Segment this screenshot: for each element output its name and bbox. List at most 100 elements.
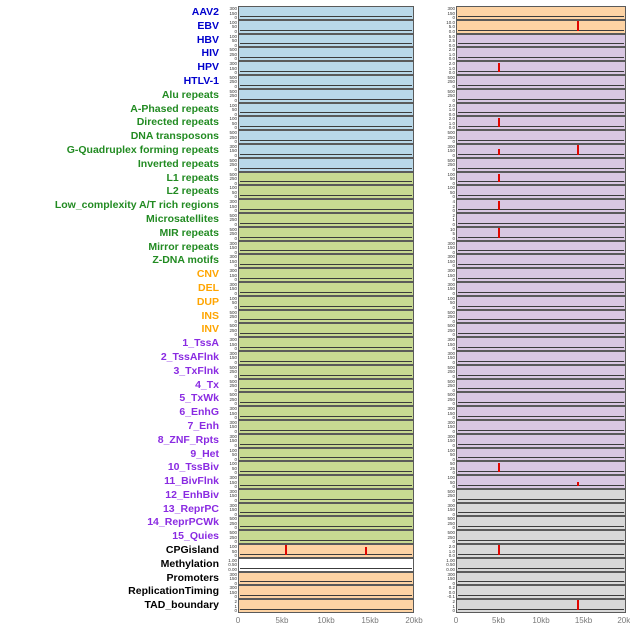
signal-spike (576, 145, 579, 155)
y-tick-label: 0 (234, 70, 237, 76)
right-profile-panel (456, 364, 626, 379)
y-tick-label: 2.0 (448, 61, 455, 67)
y-tick-label: 0.0 (448, 553, 455, 559)
y-tick-label: 150 (229, 507, 237, 513)
y-tick-label: 0 (234, 373, 237, 379)
right-y-axis-ticks: 2.0 1.0 0.0 (430, 103, 456, 117)
right-y-axis-ticks: 10.0 5.0 0.0 (430, 20, 456, 34)
signal-baseline (240, 471, 412, 473)
feature-row: AAV2 300 150 0 300 150 0 (0, 6, 630, 20)
y-tick-label: 0 (452, 401, 455, 407)
y-tick-label: 0 (234, 456, 237, 462)
y-tick-label: 0 (234, 56, 237, 62)
signal-baseline (240, 443, 412, 445)
signal-baseline (458, 98, 624, 100)
y-tick-label: 0 (234, 249, 237, 255)
y-tick-label: 250 (229, 383, 237, 389)
y-tick-label: 500 (447, 378, 455, 384)
signal-baseline (240, 57, 412, 59)
feature-row: HTLV-1 500 250 0 500 250 0 (0, 74, 630, 89)
right-profile-panel (456, 488, 626, 503)
feature-row: Promoters 300 150 0 300 150 0 (0, 571, 630, 586)
row-label: 7_Enh (187, 419, 219, 432)
y-tick-label: 0 (452, 152, 455, 158)
y-tick-label: 250 (447, 134, 455, 140)
y-tick-label: 300 (447, 502, 455, 508)
signal-baseline (240, 195, 412, 197)
right-profile-panel (456, 350, 626, 365)
signal-baseline (458, 277, 624, 279)
y-tick-label: 100 (229, 544, 237, 550)
signal-baseline (458, 581, 624, 583)
x-tick-label: 0 (453, 616, 459, 626)
signal-baseline (458, 305, 624, 307)
y-tick-label: 150 (229, 148, 237, 154)
left-profile-panel (238, 143, 414, 158)
signal-baseline (240, 98, 412, 100)
y-tick-label: 500 (229, 364, 237, 370)
signal-spike (498, 200, 500, 210)
y-tick-label: 500 (229, 157, 237, 163)
row-label: AAV2 (191, 6, 219, 18)
y-tick-label: 2.5 (448, 38, 455, 44)
row-label: L1 repeats (166, 171, 219, 184)
y-tick-label: 0 (452, 249, 455, 255)
signal-baseline (240, 526, 412, 528)
y-tick-label: 150 (229, 576, 237, 582)
signal-baseline (240, 15, 412, 17)
y-tick-label: 0 (234, 263, 237, 269)
feature-row: MIR repeats 500 250 0 10 5 0 (0, 226, 630, 241)
y-tick-label: 0 (452, 180, 455, 186)
y-tick-label: 0.0 (448, 589, 455, 595)
row-label: HBV (196, 33, 219, 46)
y-tick-label: 250 (447, 369, 455, 375)
y-tick-label: 250 (229, 231, 237, 237)
left-profile-panel (238, 157, 414, 172)
y-tick-label: 25 (449, 465, 455, 471)
left-profile-panel (238, 185, 414, 200)
row-label: 12_EnhBiv (165, 488, 219, 501)
row-label: DEL (198, 281, 219, 294)
left-profile-panel (238, 47, 414, 62)
signal-spike (498, 62, 500, 72)
y-tick-label: 0 (234, 290, 237, 296)
left-profile-panel (238, 212, 414, 227)
y-tick-label: 300 (229, 61, 237, 67)
signal-baseline (240, 305, 412, 307)
y-tick-label: 500 (229, 392, 237, 398)
left-y-axis-ticks: 500 250 0 (222, 89, 238, 103)
right-y-axis-ticks: 2.0 1.0 0.0 (430, 544, 456, 558)
row-label: Inverted repeats (137, 157, 219, 170)
right-profile-panel (456, 47, 626, 62)
left-profile-panel (238, 557, 414, 572)
left-profile-panel (238, 323, 414, 338)
y-tick-label: 500 (229, 74, 237, 80)
y-tick-label: 500 (447, 157, 455, 163)
y-tick-label: 0 (452, 580, 455, 586)
row-label: Low_complexity A/T rich regions (54, 199, 219, 212)
y-tick-label: 250 (447, 493, 455, 499)
row-label: 5_TxWk (179, 392, 219, 405)
y-tick-label: 150 (447, 341, 455, 347)
left-profile-panel (238, 19, 414, 34)
y-tick-label: 10 (449, 226, 455, 232)
y-tick-label: 0 (234, 511, 237, 517)
left-y-axis-ticks: 100 50 0 (222, 461, 238, 475)
right-y-axis-ticks: 300 150 0 (430, 337, 456, 351)
left-profile-panel (238, 61, 414, 75)
signal-spike (576, 481, 579, 486)
y-tick-label: 100 (229, 461, 237, 467)
y-tick-label: 150 (229, 258, 237, 264)
y-tick-label: 150 (229, 341, 237, 347)
signal-baseline (240, 319, 412, 321)
y-tick-label: 0 (452, 318, 455, 324)
y-tick-label: 0 (234, 594, 237, 600)
feature-row: 6_EnhG 300 150 0 300 150 0 (0, 406, 630, 420)
signal-baseline (240, 43, 412, 45)
signal-baseline (240, 595, 412, 597)
left-profile-panel (238, 488, 414, 503)
signal-baseline (458, 208, 624, 210)
left-profile-panel (238, 254, 414, 269)
y-tick-label: 300 (447, 337, 455, 343)
